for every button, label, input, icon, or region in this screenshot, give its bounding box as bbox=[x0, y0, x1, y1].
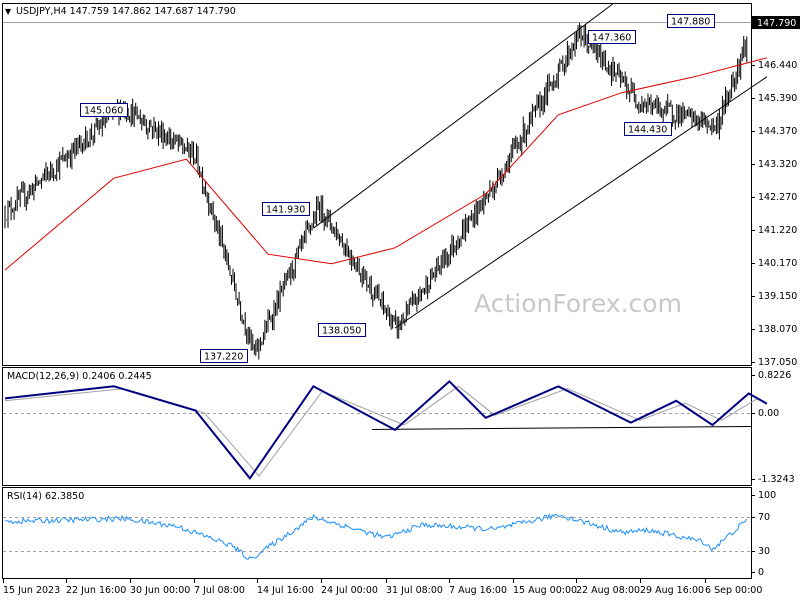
rsi-tick-label: 70 bbox=[758, 512, 770, 523]
rsi-panel-frame bbox=[2, 487, 752, 579]
x-tick-label: 22 Jun 16:00 bbox=[66, 585, 126, 596]
macd-panel-frame bbox=[2, 367, 752, 486]
annotation-141930: 141.930 bbox=[262, 202, 310, 216]
x-tick-label: 15 Jun 2023 bbox=[3, 585, 60, 596]
annotation-label: 138.050 bbox=[322, 326, 361, 337]
channel-line-0 bbox=[313, 3, 613, 229]
channel-line-1 bbox=[394, 76, 768, 329]
macd-tick-zero: 0.00 bbox=[751, 408, 779, 419]
annotation-label: 144.430 bbox=[628, 125, 667, 136]
x-tick-7: 7 Aug 16:00 bbox=[449, 579, 507, 596]
macd-tick-bottom: -1.3243 bbox=[751, 474, 795, 485]
annotation-138050: 138.050 bbox=[318, 323, 366, 337]
rsi-tick-label: 30 bbox=[758, 546, 770, 557]
macd-tick-top: 0.8226 bbox=[751, 370, 791, 381]
price-tick-label: 138.070 bbox=[758, 324, 797, 335]
x-tick-label: 31 Jul 08:00 bbox=[386, 585, 443, 596]
x-tick-2: 30 Jun 00:00 bbox=[130, 579, 190, 596]
x-tick-5: 24 Jul 00:00 bbox=[321, 579, 378, 596]
annotation-145060: 145.060 bbox=[80, 103, 128, 117]
macd-tick-label: 0.8226 bbox=[758, 370, 791, 381]
macd-title: MACD(12,26,9) 0.2406 0.2445 bbox=[7, 371, 152, 382]
x-tick-label: 6 Sep 00:00 bbox=[705, 585, 762, 596]
chart-header-title: USDJPY,H4 147.759 147.862 147.687 147.79… bbox=[16, 6, 236, 17]
x-tick-3: 7 Jul 08:00 bbox=[194, 579, 245, 596]
current-price-label: 147.790 bbox=[757, 18, 796, 29]
macd-support-line bbox=[371, 426, 752, 430]
rsi-y-axis: 100 70 30 0 bbox=[751, 490, 776, 578]
rsi-tick-label: 0 bbox=[758, 567, 764, 578]
x-tick-label: 24 Jul 00:00 bbox=[321, 585, 378, 596]
x-tick-10: 29 Aug 16:00 bbox=[640, 579, 704, 596]
x-axis: 15 Jun 2023 22 Jun 16:00 30 Jun 00:00 7 … bbox=[3, 579, 762, 596]
price-tick-4: 143.320 bbox=[751, 159, 797, 170]
price-tick-label: 145.390 bbox=[758, 93, 797, 104]
x-tick-label: 22 Aug 08:00 bbox=[576, 585, 640, 596]
price-tick-label: 143.320 bbox=[758, 159, 797, 170]
price-tick-7: 140.170 bbox=[751, 258, 797, 269]
annotation-label: 145.060 bbox=[84, 106, 123, 117]
x-tick-0: 15 Jun 2023 bbox=[3, 579, 60, 596]
x-tick-1: 22 Jun 16:00 bbox=[66, 579, 126, 596]
annotation-label: 141.930 bbox=[266, 205, 305, 216]
price-tick-label: 141.220 bbox=[758, 225, 797, 236]
channel-lines bbox=[313, 3, 768, 329]
x-tick-label: 29 Aug 16:00 bbox=[640, 585, 704, 596]
x-tick-9: 22 Aug 08:00 bbox=[576, 579, 640, 596]
price-tick-label: 146.440 bbox=[758, 60, 797, 71]
macd-y-axis: 0.8226 0.00 -1.3243 bbox=[751, 370, 795, 485]
macd-line bbox=[4, 380, 768, 480]
price-tick-3: 144.370 bbox=[751, 126, 797, 137]
macd-signal-line bbox=[4, 385, 768, 477]
x-tick-4: 14 Jul 16:00 bbox=[257, 579, 314, 596]
rsi-tick-30: 30 bbox=[751, 546, 770, 557]
x-tick-label: 7 Aug 16:00 bbox=[449, 585, 507, 596]
current-price-badge: 147.790 bbox=[752, 16, 800, 29]
rsi-tick-70: 70 bbox=[751, 512, 770, 523]
price-tick-1: 146.440 bbox=[751, 60, 797, 71]
x-tick-label: 14 Jul 16:00 bbox=[257, 585, 314, 596]
macd-tick-label: -1.3243 bbox=[758, 474, 795, 485]
x-tick-label: 30 Jun 00:00 bbox=[130, 585, 190, 596]
annotation-147880: 147.880 bbox=[667, 14, 715, 28]
price-tick-label: 139.150 bbox=[758, 291, 797, 302]
price-tick-6: 141.220 bbox=[751, 225, 797, 236]
annotation-144430: 144.430 bbox=[624, 122, 672, 136]
annotation-label: 147.360 bbox=[592, 33, 631, 44]
chart-header-arrow[interactable]: ▼ bbox=[5, 7, 12, 16]
price-tick-2: 145.390 bbox=[751, 93, 797, 104]
price-tick-5: 142.270 bbox=[751, 192, 797, 203]
price-tick-label: 140.170 bbox=[758, 258, 797, 269]
x-tick-label: 7 Jul 08:00 bbox=[194, 585, 245, 596]
rsi-line bbox=[4, 513, 748, 560]
rsi-title: RSI(14) 62.3850 bbox=[7, 491, 84, 502]
candlesticks bbox=[4, 22, 748, 360]
annotation-147360: 147.360 bbox=[588, 30, 636, 44]
rsi-tick-label: 100 bbox=[758, 490, 776, 501]
price-tick-label: 144.370 bbox=[758, 126, 797, 137]
price-tick-9: 138.070 bbox=[751, 324, 797, 335]
price-tick-label: 137.050 bbox=[758, 357, 797, 368]
x-tick-11: 6 Sep 00:00 bbox=[705, 579, 762, 596]
watermark: ActionForex.com bbox=[474, 289, 682, 318]
price-annotations: 145.060 137.220 141.930 138.050 147.360 … bbox=[80, 14, 715, 363]
annotation-label: 137.220 bbox=[204, 352, 243, 363]
price-panel-frame bbox=[2, 3, 752, 366]
price-tick-10: 137.050 bbox=[751, 357, 797, 368]
annotation-label: 147.880 bbox=[671, 17, 710, 28]
moving-average-line bbox=[4, 57, 768, 271]
annotation-137220: 137.220 bbox=[200, 349, 248, 363]
x-tick-label: 15 Aug 00:00 bbox=[513, 585, 577, 596]
rsi-tick-0: 0 bbox=[751, 567, 764, 578]
macd-tick-label: 0.00 bbox=[758, 408, 779, 419]
price-tick-label: 142.270 bbox=[758, 192, 797, 203]
price-y-axis: 146.440 145.390 144.370 143.320 142.270 … bbox=[751, 22, 797, 368]
rsi-tick-100: 100 bbox=[751, 490, 776, 501]
price-tick-8: 139.150 bbox=[751, 291, 797, 302]
x-tick-6: 31 Jul 08:00 bbox=[386, 579, 443, 596]
x-tick-8: 15 Aug 00:00 bbox=[513, 579, 577, 596]
